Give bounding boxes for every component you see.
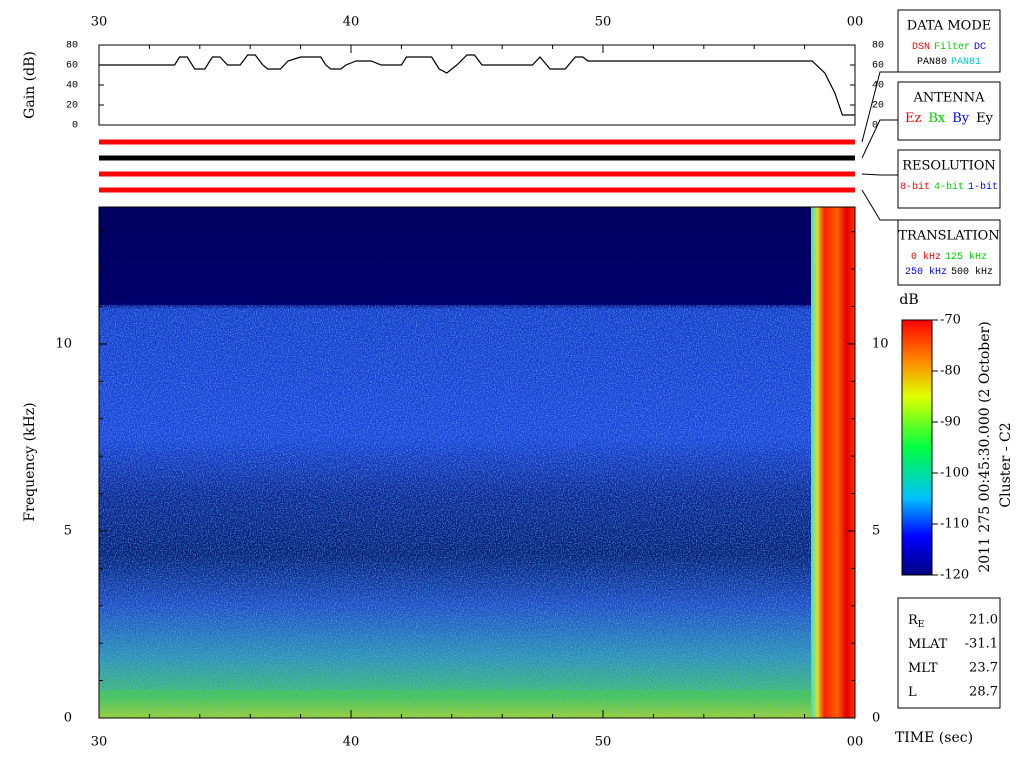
panel-item: 500 kHz — [951, 266, 993, 278]
panel-item: Ez — [905, 111, 921, 126]
gain-tick-label: 60 — [66, 61, 78, 72]
panel-row: Ez Bx By Ey — [905, 111, 994, 126]
orbit-label: MLT — [908, 661, 938, 676]
connectors — [861, 9, 1001, 709]
colorbar-tick-label: -110 — [940, 517, 969, 532]
panel-title: TRANSLATION — [898, 229, 999, 244]
orbit-value: 28.7 — [969, 685, 998, 700]
gain-tick-label: 60 — [872, 61, 884, 72]
orbit-label-text: L — [908, 685, 917, 700]
gain-tick-label: 0 — [72, 121, 78, 132]
y-label: Frequency (kHz) — [22, 402, 38, 521]
panel-item: 0 kHz — [911, 251, 941, 263]
x-tick-label: 00 — [847, 15, 864, 30]
gain-tick-label: 80 — [66, 41, 78, 52]
panel-row: DSN Filter DC — [912, 41, 986, 53]
y-tick-label: 5 — [872, 523, 880, 538]
panel-title: RESOLUTION — [902, 159, 996, 174]
gain-tick-label: 80 — [872, 41, 884, 52]
orbit-label-sub: E — [918, 620, 925, 630]
side-title: 2011 275 00:45:30.000 (2 October) — [977, 321, 993, 572]
orbit-label: MLAT — [908, 637, 948, 652]
colorbar-tick-label: -90 — [940, 415, 961, 430]
panel-row: 0 kHz 125 kHz — [911, 251, 987, 263]
x-tick-label: 00 — [847, 735, 864, 750]
orbit-label: L — [908, 685, 917, 700]
panel-item: DSN — [912, 42, 930, 53]
x-tick-label: 40 — [343, 735, 360, 750]
colorbar-tick-label: -70 — [940, 313, 961, 328]
x-tick-label: 30 — [91, 15, 108, 30]
panel-item: DC — [974, 42, 986, 53]
gain-tick-label: 40 — [66, 81, 78, 92]
gain-line — [99, 54, 855, 116]
panel-item: Bx — [928, 111, 946, 126]
panel-item: 1-bit — [968, 181, 998, 193]
colorbar-label: dB — [899, 292, 918, 308]
panel-item: By — [952, 111, 970, 126]
gain-tick-label: 0 — [872, 121, 878, 132]
y-tick-label: 10 — [55, 336, 72, 351]
plot-frame — [98, 206, 856, 719]
gain-tick-label: 40 — [872, 81, 884, 92]
panel-item: 125 kHz — [945, 251, 987, 263]
spectrogram — [99, 207, 855, 718]
panel-item: PAN81 — [951, 57, 981, 68]
panel-title: ANTENNA — [912, 91, 985, 106]
colorbar-tick-label: -80 — [940, 364, 961, 379]
orbit-value: -31.1 — [965, 637, 998, 652]
panel-item: 250 kHz — [905, 266, 947, 278]
panel-item: Ey — [976, 111, 993, 126]
gain-label: Gain (dB) — [22, 51, 38, 119]
panel-item: Filter — [934, 41, 970, 53]
y-tick-label: 0 — [64, 711, 72, 726]
x-tick-label: 30 — [91, 735, 108, 750]
y-tick-label: 10 — [872, 336, 889, 351]
colorbar-tick-label: -100 — [940, 466, 969, 481]
x-label: TIME (sec) — [895, 730, 973, 746]
orbit-value: 23.7 — [969, 661, 998, 676]
spacecraft: Cluster - C2 — [998, 422, 1014, 507]
panel-row: PAN80 PAN81 — [917, 57, 981, 68]
panel-item: PAN80 — [917, 57, 947, 68]
gain-tick-label: 20 — [872, 101, 884, 112]
x-tick-label: 50 — [595, 15, 612, 30]
panel-row: 8-bit 4-bit 1-bit — [900, 181, 998, 193]
orbit-value: 21.0 — [969, 613, 998, 628]
panel-row: 250 kHz 500 kHz — [905, 266, 993, 278]
orbit-label: RE — [908, 613, 924, 630]
panel-item: 4-bit — [934, 181, 964, 193]
colorbar — [901, 319, 933, 576]
panel-item: 8-bit — [900, 181, 930, 193]
x-tick-label: 40 — [343, 15, 360, 30]
orbit-label-text: MLT — [908, 661, 938, 676]
orbit-label-text: R — [908, 613, 919, 628]
colorbar-tick-label: -120 — [940, 568, 969, 583]
x-tick-label: 50 — [595, 735, 612, 750]
y-tick-label: 5 — [64, 523, 72, 538]
gain-tick-label: 20 — [66, 101, 78, 112]
panel-title: DATA MODE — [907, 19, 991, 34]
y-tick-label: 0 — [872, 711, 880, 726]
orbit-label-text: MLAT — [908, 637, 948, 652]
